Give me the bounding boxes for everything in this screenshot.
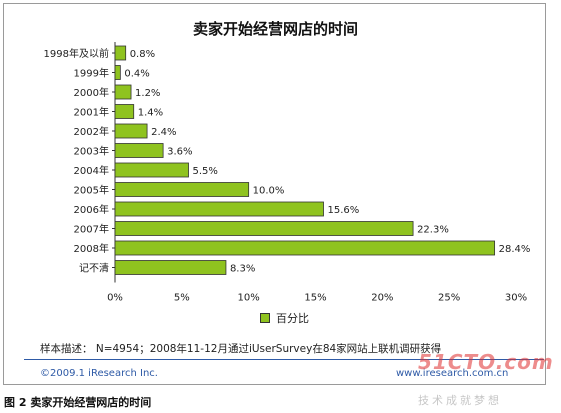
x-tick-label: 25% xyxy=(438,293,460,304)
footer-divider xyxy=(24,359,544,360)
x-tick-label: 20% xyxy=(371,293,393,304)
category-label: 1998年及以前 xyxy=(44,47,109,60)
x-tick-label: 10% xyxy=(238,293,260,304)
data-label: 3.6% xyxy=(167,147,192,158)
bar xyxy=(114,221,414,236)
category-label: 2008年 xyxy=(74,242,109,255)
data-label: 5.5% xyxy=(193,166,218,177)
bar xyxy=(114,260,227,275)
data-label: 1.2% xyxy=(135,88,160,99)
figure-caption: 图 2 卖家开始经营网店的时间 xyxy=(4,396,152,409)
data-label: 2.4% xyxy=(151,127,176,138)
data-label: 28.4% xyxy=(499,244,531,255)
legend-swatch xyxy=(260,313,270,323)
bar xyxy=(114,104,135,119)
category-label: 2000年 xyxy=(74,86,109,99)
bar xyxy=(114,45,127,61)
category-label: 2001年 xyxy=(74,106,109,119)
chart-legend: 百分比 xyxy=(260,310,309,326)
data-label: 1.4% xyxy=(138,108,163,119)
x-tick-label: 15% xyxy=(304,293,326,304)
bar xyxy=(114,182,250,197)
x-tick-label: 0% xyxy=(107,293,123,304)
copyright-text: ©2009.1 iResearch Inc. xyxy=(40,368,158,379)
data-label: 8.3% xyxy=(230,264,255,275)
site-url: www.iresearch.com.cn xyxy=(396,368,509,379)
category-label: 2004年 xyxy=(74,164,109,177)
legend-label: 百分比 xyxy=(276,312,309,325)
category-label: 2006年 xyxy=(74,203,109,216)
chart-title: 卖家开始经营网店的时间 xyxy=(192,20,358,38)
data-label: 10.0% xyxy=(253,186,285,197)
chart-frame: 卖家开始经营网店的时间 1998年及以前 0.8% 1999年 0.4% 2000年 1.… xyxy=(3,3,546,385)
x-tick-label: 30% xyxy=(505,293,527,304)
category-label: 2002年 xyxy=(74,125,109,138)
watermark-logo: 51CTO.com 技术成就梦想 xyxy=(418,350,558,410)
bar xyxy=(114,162,189,178)
sample-description: 样本描述： N=4954；2008年11-12月通过iUserSurvey在84… xyxy=(40,343,442,355)
data-label: 15.6% xyxy=(328,205,360,216)
bar xyxy=(114,240,496,256)
watermark-tagline: 技术成就梦想 xyxy=(418,394,502,407)
category-label: 2007年 xyxy=(74,223,109,236)
category-label: 2003年 xyxy=(74,145,109,158)
x-tick-label: 5% xyxy=(174,293,190,304)
category-label: 1999年 xyxy=(74,67,109,80)
bar xyxy=(114,65,121,80)
bar xyxy=(114,84,132,100)
category-label: 2005年 xyxy=(74,184,109,197)
bar xyxy=(114,201,324,217)
watermark-logo-text: 51CTO.com xyxy=(418,350,554,374)
data-label: 22.3% xyxy=(417,225,449,236)
data-label: 0.8% xyxy=(130,49,155,60)
bar-chart: 1998年及以前 0.8% 1999年 0.4% 2000年 1.2% 2001年 1.4% 2… xyxy=(44,42,531,304)
data-label: 0.4% xyxy=(124,69,149,80)
bar xyxy=(114,143,164,158)
bar xyxy=(114,123,148,139)
category-label: 记不清 xyxy=(79,262,109,275)
